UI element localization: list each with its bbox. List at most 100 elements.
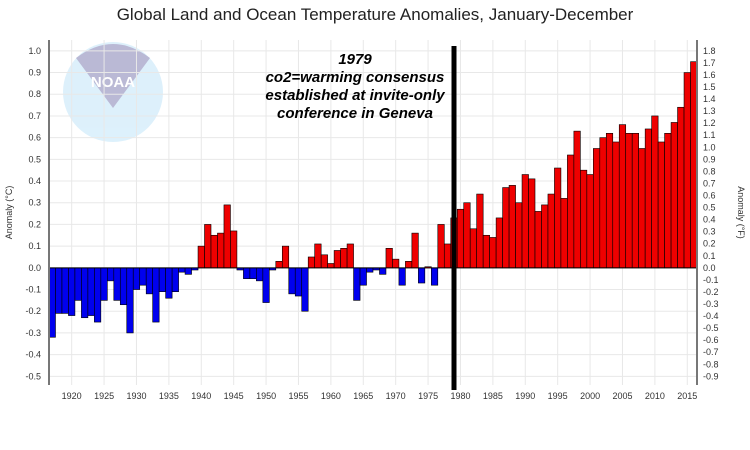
bar-1936 — [171, 267, 179, 292]
y-right-tick-label: 0.1 — [703, 251, 716, 261]
bar-1985 — [489, 237, 497, 269]
x-tick-label: 1985 — [483, 391, 503, 401]
x-tick-label: 1940 — [191, 391, 211, 401]
y-right-tick-label: 1.1 — [703, 130, 716, 140]
bar-1982 — [469, 228, 477, 269]
bar-1955 — [294, 267, 303, 297]
x-tick-label: 1965 — [353, 391, 373, 401]
bar-1959 — [320, 254, 328, 269]
bar-1924 — [94, 267, 102, 323]
annotation-line: co2=warming consensus — [266, 69, 445, 86]
y-tick-label: 0.9 — [28, 68, 41, 78]
y-right-tick-label: 0.4 — [703, 215, 716, 225]
y-tick-label: 0.0 — [28, 263, 41, 273]
y-right-tick-label: 1.3 — [703, 106, 716, 116]
y-right-tick-label: -0.3 — [703, 299, 719, 309]
bar-1978 — [443, 243, 452, 269]
bar-1933 — [152, 267, 160, 323]
y-right-tick-label: 0.8 — [703, 166, 716, 176]
y-right-tick-label: 1.4 — [703, 94, 716, 104]
bar-1963 — [346, 243, 354, 269]
bar-1969 — [385, 248, 393, 269]
y-tick-label: -0.4 — [25, 350, 41, 360]
bar-1919 — [61, 267, 69, 314]
bar-1949 — [256, 267, 264, 282]
bar-1926 — [107, 267, 115, 282]
x-tick-label: 1995 — [548, 391, 568, 401]
bar-1958 — [314, 243, 322, 269]
y-tick-label: 1.0 — [28, 46, 41, 56]
bar-2007 — [631, 133, 639, 269]
bar-1944 — [223, 204, 231, 269]
bar-1991 — [528, 178, 536, 269]
bar-2010 — [651, 115, 659, 269]
bar-1970 — [392, 258, 400, 269]
bar-1954 — [288, 267, 296, 295]
bar-2002 — [599, 137, 607, 269]
bar-1925 — [100, 267, 108, 301]
bar-1948 — [249, 267, 257, 279]
y-axis-label: Anomaly (°C) — [4, 186, 14, 240]
bar-1997 — [567, 154, 575, 269]
x-tick-label: 1980 — [450, 391, 470, 401]
y-right-tick-label: -0.7 — [703, 347, 719, 357]
bar-1983 — [476, 193, 484, 269]
bar-1937 — [178, 267, 186, 273]
y-right-tick-label: 1.6 — [703, 70, 716, 80]
bar-1981 — [463, 202, 471, 269]
bar-1956 — [301, 267, 309, 312]
bar-2006 — [625, 133, 633, 269]
y-right-tick-label: 0.7 — [703, 178, 716, 188]
bar-1986 — [495, 217, 503, 269]
x-tick-label: 2010 — [645, 391, 665, 401]
bar-1960 — [327, 263, 335, 269]
bar-2015 — [683, 72, 691, 269]
y-tick-label: 0.2 — [28, 219, 41, 229]
bar-1998 — [573, 130, 581, 269]
bar-1938 — [184, 267, 192, 275]
bar-1994 — [547, 193, 555, 269]
y-right-tick-label: 0.3 — [703, 227, 716, 237]
bar-2000 — [586, 174, 594, 269]
bar-1974 — [418, 267, 426, 284]
y-right-tick-label: 0.0 — [703, 263, 716, 273]
bar-1995 — [554, 167, 562, 269]
bar-1929 — [126, 267, 134, 334]
y-tick-label: 0.8 — [28, 89, 41, 99]
bar-1952 — [275, 261, 283, 269]
x-tick-label: 2005 — [612, 391, 632, 401]
x-tick-label: 1930 — [126, 391, 146, 401]
y-right-tick-label: -0.2 — [703, 287, 719, 297]
y-right-tick-label: 1.0 — [703, 142, 716, 152]
svg-text:NOAA: NOAA — [91, 74, 135, 91]
x-tick-label: 1945 — [224, 391, 244, 401]
bar-1971 — [398, 267, 406, 286]
bar-2012 — [664, 133, 672, 269]
y-tick-label: 0.6 — [28, 133, 41, 143]
y-tick-label: 0.5 — [28, 154, 41, 164]
y-right-tick-label: -0.8 — [703, 359, 719, 369]
x-tick-label: 1950 — [256, 391, 276, 401]
x-tick-label: 2000 — [580, 391, 600, 401]
bar-1957 — [307, 256, 315, 269]
bar-1984 — [482, 234, 490, 269]
y-tick-label: -0.3 — [25, 328, 41, 338]
bar-1965 — [359, 267, 367, 286]
bar-1953 — [281, 245, 290, 269]
bar-1920 — [68, 267, 76, 316]
bar-1927 — [113, 267, 121, 301]
bar-2014 — [677, 106, 685, 269]
bar-1989 — [515, 202, 523, 269]
x-tick-label: 1935 — [159, 391, 179, 401]
y-tick-label: 0.3 — [28, 198, 41, 208]
y-right-tick-label: 1.7 — [703, 58, 716, 68]
x-tick-label: 1970 — [386, 391, 406, 401]
bar-2003 — [605, 133, 614, 269]
x-tick-label: 1955 — [288, 391, 308, 401]
bar-2005 — [618, 124, 627, 269]
bar-1934 — [158, 267, 166, 292]
x-tick-label: 1925 — [94, 391, 114, 401]
annotation-line: conference in Geneva — [277, 105, 433, 122]
bar-1996 — [560, 198, 568, 269]
